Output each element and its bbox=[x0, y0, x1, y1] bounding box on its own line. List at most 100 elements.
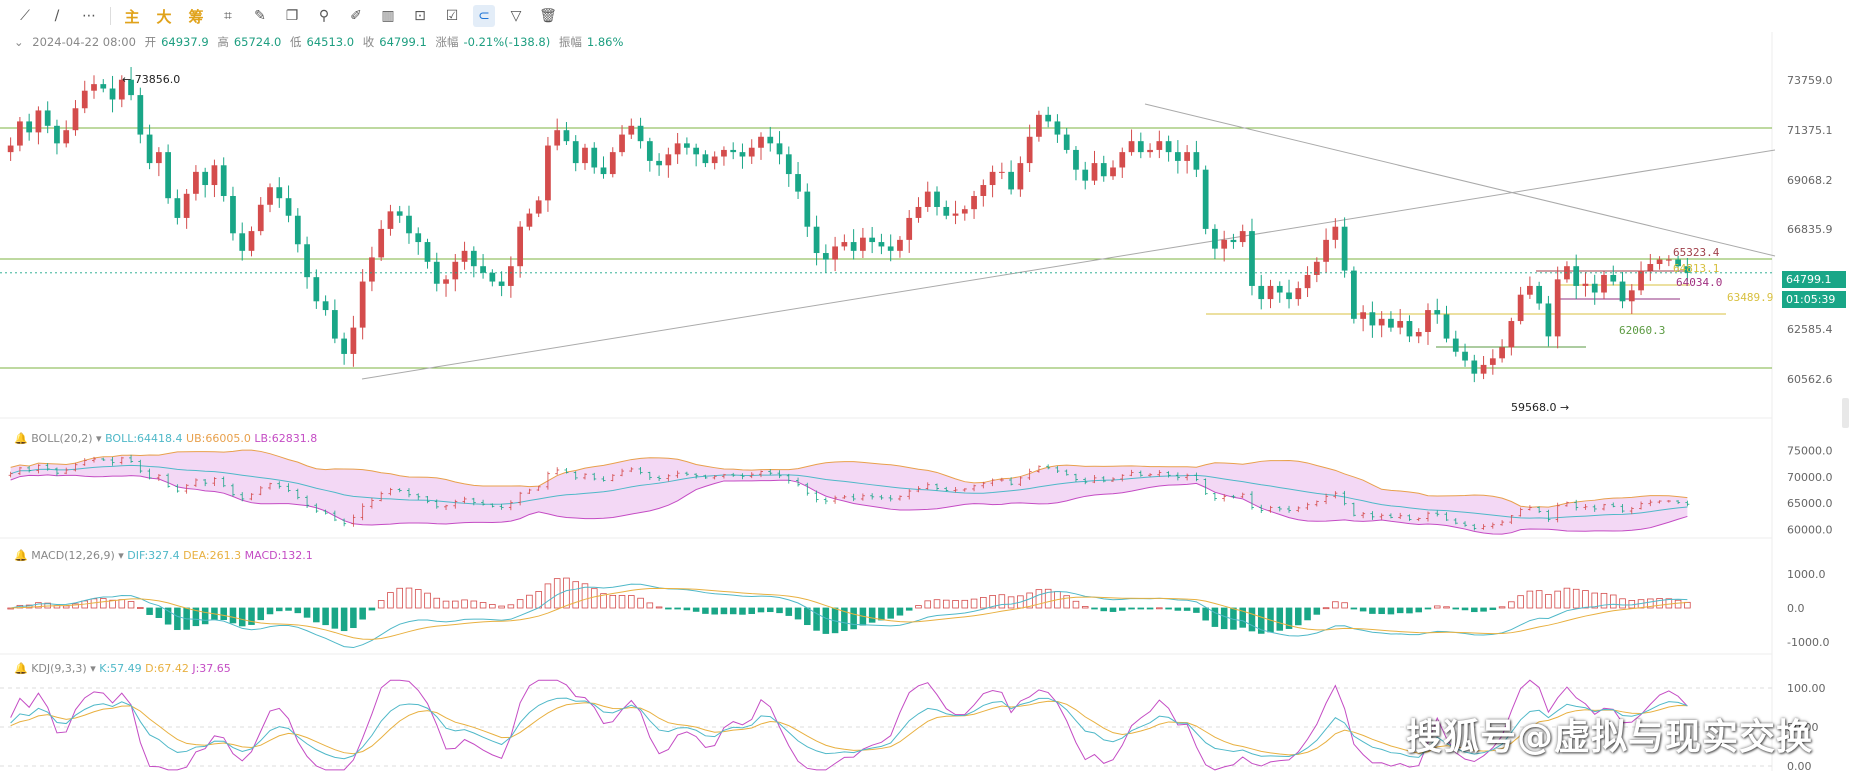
macd-histogram-bar bbox=[526, 594, 533, 609]
candle-body bbox=[304, 244, 310, 278]
ruler-icon[interactable]: ⚲ bbox=[318, 8, 330, 24]
macd-histogram-bar bbox=[155, 607, 163, 618]
macd-histogram-bar bbox=[637, 597, 644, 609]
macd-histogram-bar bbox=[201, 607, 209, 625]
boll-mid-line bbox=[10, 464, 1688, 519]
macd-histogram-bar bbox=[1295, 607, 1302, 626]
candle-body bbox=[1249, 231, 1255, 286]
candle-body bbox=[915, 206, 922, 218]
macd-histogram-bar bbox=[118, 599, 126, 609]
candle-body bbox=[415, 233, 422, 243]
macd-histogram-bar bbox=[600, 593, 607, 609]
macd-histogram-bar bbox=[841, 607, 848, 631]
candles-icon[interactable]: ▥ bbox=[381, 8, 395, 24]
kdj-k-line bbox=[10, 697, 1688, 760]
note-icon[interactable]: ☑ bbox=[445, 8, 459, 24]
candle-body bbox=[1554, 279, 1561, 337]
dropdown-icon[interactable]: ▾ bbox=[96, 432, 102, 445]
macd-histogram-bar bbox=[174, 607, 181, 631]
macd-histogram-bar bbox=[266, 607, 274, 615]
more-dots-icon[interactable]: ⋯ bbox=[82, 8, 96, 24]
candle-body bbox=[267, 187, 273, 205]
macd-histogram-bar bbox=[1498, 606, 1506, 609]
candle-body bbox=[211, 165, 218, 186]
bell-icon[interactable]: 🔔 bbox=[14, 432, 28, 445]
macd-histogram-bar bbox=[702, 607, 709, 614]
bell-icon[interactable]: 🔔 bbox=[14, 662, 28, 675]
trendline-tool-icon[interactable]: ⟋ bbox=[20, 8, 30, 24]
macd-histogram-bar bbox=[748, 607, 756, 614]
eraser-icon[interactable]: ✎ bbox=[254, 8, 266, 24]
ray-tool-icon[interactable]: / bbox=[54, 8, 60, 24]
macd-histogram-bar bbox=[970, 598, 978, 609]
kdj-name[interactable]: KDJ(9,3,3) bbox=[31, 662, 87, 675]
macd-histogram-bar bbox=[1007, 596, 1015, 609]
candle-body bbox=[841, 242, 848, 247]
candle-body bbox=[313, 277, 320, 302]
candle-body bbox=[1063, 134, 1070, 150]
toolbar-divider bbox=[110, 7, 111, 25]
candle-body bbox=[378, 228, 385, 258]
price-axis-tick: 62585.4 bbox=[1787, 323, 1833, 336]
macd-histogram-bar bbox=[109, 599, 116, 609]
macd-histogram-bar bbox=[470, 600, 478, 609]
macd-histogram-bar bbox=[1572, 588, 1580, 609]
candle-body bbox=[1610, 274, 1617, 282]
macd-histogram-bar bbox=[294, 607, 302, 614]
candle-body bbox=[665, 154, 672, 166]
macd-histogram-bar bbox=[350, 607, 357, 629]
bell-icon[interactable]: 🔔 bbox=[14, 549, 28, 562]
candle-body bbox=[443, 279, 449, 284]
macd-name[interactable]: MACD(12,26,9) bbox=[31, 549, 115, 562]
candle-body bbox=[1601, 274, 1607, 293]
expand-icon[interactable]: ⌄ bbox=[14, 35, 24, 49]
level-label-5: 62060.3 bbox=[1619, 324, 1666, 337]
candle-body bbox=[822, 253, 829, 260]
macd-histogram-bar bbox=[776, 607, 783, 614]
macd-histogram-bar bbox=[405, 587, 413, 609]
level-label-4: 63489.9 bbox=[1727, 291, 1774, 304]
kdj-j-value: J:37.65 bbox=[192, 662, 231, 675]
candle-body bbox=[609, 152, 616, 175]
candle-body bbox=[72, 108, 79, 131]
boll-name[interactable]: BOLL(20,2) bbox=[31, 432, 93, 445]
pen-icon[interactable]: ✐ bbox=[350, 8, 362, 24]
kdj-j-line bbox=[10, 679, 1688, 771]
mode-button-0[interactable]: 主 bbox=[124, 7, 140, 26]
macd-histogram-bar bbox=[72, 603, 79, 609]
candle-body bbox=[554, 130, 561, 146]
macd-histogram-bar bbox=[1322, 607, 1330, 610]
toolbar: ⟋ / ⋯ 主大筹 ⌗ ✎ ❐ ⚲ ✐ ▥ ⊡ ☑ ⊂ ▽ 🗑 bbox=[0, 0, 1849, 32]
candle-body bbox=[1073, 149, 1079, 170]
macd-histogram-bar bbox=[414, 589, 422, 609]
dropdown-icon[interactable]: ▾ bbox=[118, 549, 124, 562]
candle-body bbox=[276, 187, 283, 199]
lock-icon[interactable]: ⊡ bbox=[414, 8, 426, 24]
candle-body bbox=[1360, 312, 1367, 319]
macd-histogram-bar bbox=[146, 607, 153, 615]
candle-body bbox=[406, 215, 412, 234]
filter-icon[interactable]: ▽ bbox=[510, 8, 522, 24]
candle-body bbox=[535, 200, 542, 214]
macd-histogram-bar bbox=[1044, 588, 1052, 609]
magnet-icon[interactable]: ⊂ bbox=[473, 5, 495, 27]
macd-histogram-bar bbox=[961, 599, 969, 609]
mode-button-2[interactable]: 筹 bbox=[188, 7, 204, 26]
macd-histogram-bar bbox=[757, 607, 765, 613]
copy-icon[interactable]: ❐ bbox=[285, 8, 299, 24]
candle-body bbox=[1628, 290, 1635, 302]
candle-body bbox=[118, 79, 125, 100]
candle-body bbox=[230, 196, 236, 234]
macd-histogram-bar bbox=[1591, 592, 1599, 609]
candle-body bbox=[582, 147, 588, 164]
macd-histogram-bar bbox=[1239, 607, 1246, 628]
macd-histogram-bar bbox=[1396, 607, 1404, 614]
trash-icon[interactable]: 🗑 bbox=[539, 8, 557, 24]
candle-body bbox=[1193, 152, 1200, 170]
mode-button-1[interactable]: 大 bbox=[156, 7, 172, 26]
low-marker-label: 59568.0 → bbox=[1511, 401, 1570, 414]
dropdown-icon[interactable]: ▾ bbox=[90, 662, 96, 675]
draw-shape-icon[interactable]: ⌗ bbox=[224, 8, 232, 24]
macd-histogram-bar bbox=[479, 602, 487, 609]
